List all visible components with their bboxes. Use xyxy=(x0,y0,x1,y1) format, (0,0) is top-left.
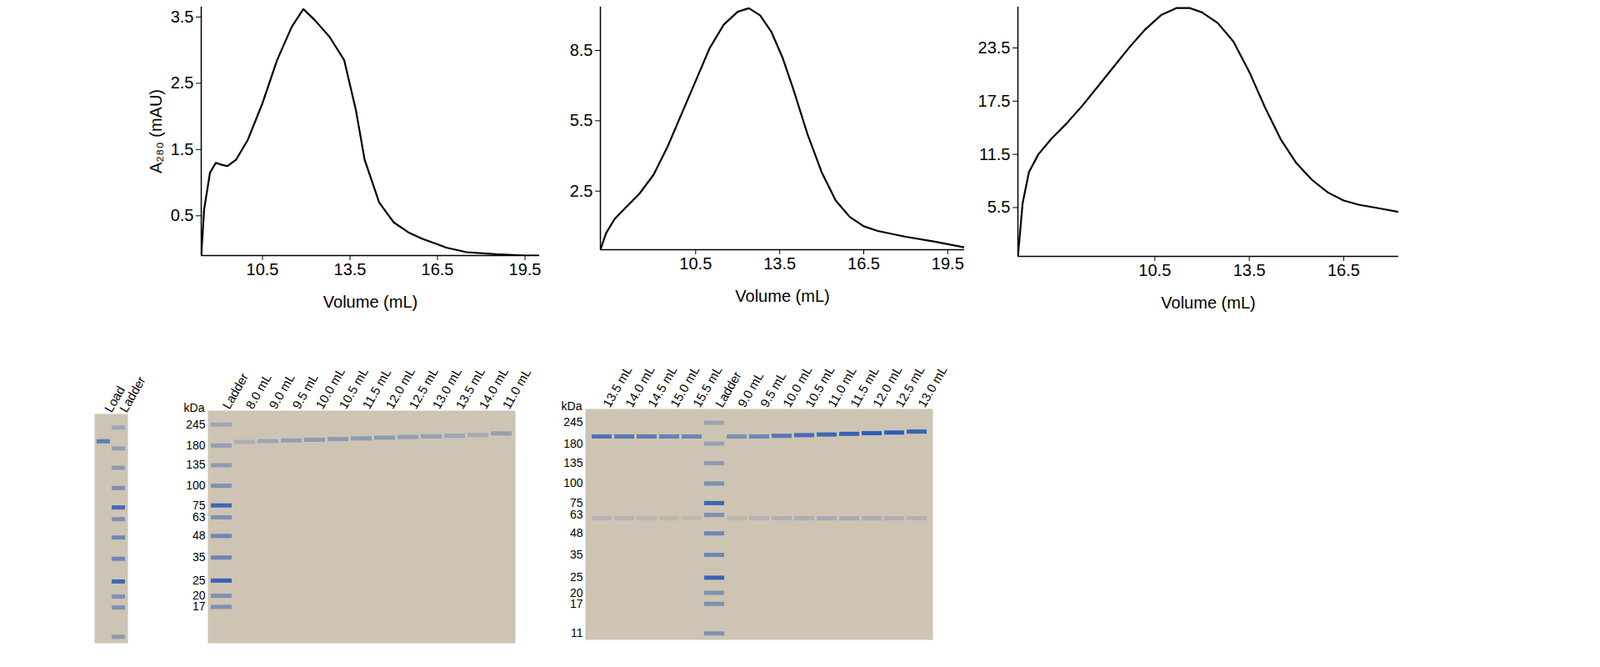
svg-text:35: 35 xyxy=(192,550,206,564)
svg-text:11.0 mL: 11.0 mL xyxy=(499,365,534,411)
svg-text:Ladder: Ladder xyxy=(219,370,251,412)
svg-text:180: 180 xyxy=(185,438,206,452)
svg-text:10.0 mL: 10.0 mL xyxy=(779,363,815,410)
svg-text:9.0 mL: 9.0 mL xyxy=(734,369,767,410)
svg-text:20: 20 xyxy=(192,588,206,602)
svg-text:19.5: 19.5 xyxy=(509,260,542,279)
svg-text:10.0 mL: 10.0 mL xyxy=(312,364,348,412)
svg-text:8.0 mL: 8.0 mL xyxy=(242,370,274,412)
svg-text:10.5: 10.5 xyxy=(1138,260,1171,280)
svg-text:10.5: 10.5 xyxy=(246,260,280,279)
svg-text:135: 135 xyxy=(563,455,584,470)
svg-text:11.0 mL: 11.0 mL xyxy=(824,364,860,410)
svg-text:Volume (mL): Volume (mL) xyxy=(1160,293,1255,312)
svg-text:25: 25 xyxy=(192,573,206,587)
svg-text:17: 17 xyxy=(570,596,584,610)
svg-text:Ladder: Ladder xyxy=(712,368,744,410)
svg-text:25: 25 xyxy=(570,570,584,584)
svg-text:12.5 mL: 12.5 mL xyxy=(892,363,927,410)
svg-text:135: 135 xyxy=(185,457,206,471)
svg-text:17: 17 xyxy=(192,599,206,613)
svg-text:11: 11 xyxy=(570,625,584,640)
svg-text:A₂₈₀ (mAU): A₂₈₀ (mAU) xyxy=(146,89,165,174)
svg-text:2.5: 2.5 xyxy=(570,181,594,200)
svg-text:17.5: 17.5 xyxy=(978,91,1011,110)
svg-text:13.0 mL: 13.0 mL xyxy=(429,364,465,412)
svg-text:15.0 mL: 15.0 mL xyxy=(667,363,702,410)
svg-text:245: 245 xyxy=(563,415,584,429)
svg-text:180: 180 xyxy=(563,436,584,450)
svg-text:12.5 mL: 12.5 mL xyxy=(405,364,441,412)
svg-text:100: 100 xyxy=(185,478,206,492)
svg-text:13.0 mL: 13.0 mL xyxy=(915,363,950,410)
svg-text:14.0 mL: 14.0 mL xyxy=(475,364,511,412)
svg-text:14.5 mL: 14.5 mL xyxy=(644,363,680,410)
svg-text:12.0 mL: 12.0 mL xyxy=(382,364,418,412)
svg-text:11.5: 11.5 xyxy=(979,145,1010,164)
svg-text:3.5: 3.5 xyxy=(170,7,195,26)
svg-text:9.5 mL: 9.5 mL xyxy=(757,369,789,410)
svg-text:10.5: 10.5 xyxy=(679,254,712,273)
svg-text:11.5 mL: 11.5 mL xyxy=(359,365,394,412)
svg-text:48: 48 xyxy=(570,525,584,540)
svg-text:Volume (mL): Volume (mL) xyxy=(735,286,830,305)
svg-text:10.5 mL: 10.5 mL xyxy=(335,364,371,412)
svg-text:100: 100 xyxy=(563,475,584,490)
svg-text:Load: Load xyxy=(101,383,128,415)
svg-text:2.5: 2.5 xyxy=(170,73,195,92)
svg-text:13.5 mL: 13.5 mL xyxy=(452,364,488,412)
svg-text:9.0 mL: 9.0 mL xyxy=(265,370,298,412)
svg-text:63: 63 xyxy=(570,507,584,521)
svg-text:kDa: kDa xyxy=(184,400,205,415)
svg-text:0.5: 0.5 xyxy=(170,205,195,225)
svg-text:12.0 mL: 12.0 mL xyxy=(869,363,905,410)
svg-text:35: 35 xyxy=(570,547,584,561)
svg-text:15.5 mL: 15.5 mL xyxy=(689,363,725,410)
svg-text:Volume (mL): Volume (mL) xyxy=(323,292,418,311)
svg-text:13.5: 13.5 xyxy=(334,260,367,279)
svg-text:13.5 mL: 13.5 mL xyxy=(599,363,635,410)
svg-text:75: 75 xyxy=(569,495,583,510)
svg-text:23.5: 23.5 xyxy=(978,38,1011,57)
svg-text:245: 245 xyxy=(185,417,206,431)
svg-text:48: 48 xyxy=(192,528,206,542)
svg-text:1.5: 1.5 xyxy=(170,140,195,159)
svg-text:8.5: 8.5 xyxy=(570,40,594,60)
svg-text:19.5: 19.5 xyxy=(931,254,965,273)
svg-text:9.5 mL: 9.5 mL xyxy=(289,370,321,412)
svg-text:13.5: 13.5 xyxy=(763,254,796,273)
svg-text:14.0 mL: 14.0 mL xyxy=(622,363,657,410)
svg-text:11.5 mL: 11.5 mL xyxy=(847,364,882,410)
svg-text:kDa: kDa xyxy=(561,399,583,413)
svg-text:16.5: 16.5 xyxy=(421,260,455,279)
svg-text:5.5: 5.5 xyxy=(570,110,594,130)
svg-text:20: 20 xyxy=(569,585,583,599)
svg-text:5.5: 5.5 xyxy=(987,197,1011,216)
svg-text:13.5: 13.5 xyxy=(1233,260,1266,280)
svg-text:75: 75 xyxy=(192,498,206,512)
svg-text:16.5: 16.5 xyxy=(1327,260,1360,280)
svg-text:Ladder: Ladder xyxy=(116,373,149,415)
svg-text:63: 63 xyxy=(192,510,206,524)
svg-text:16.5: 16.5 xyxy=(847,254,880,273)
svg-text:10.5 mL: 10.5 mL xyxy=(802,363,837,410)
